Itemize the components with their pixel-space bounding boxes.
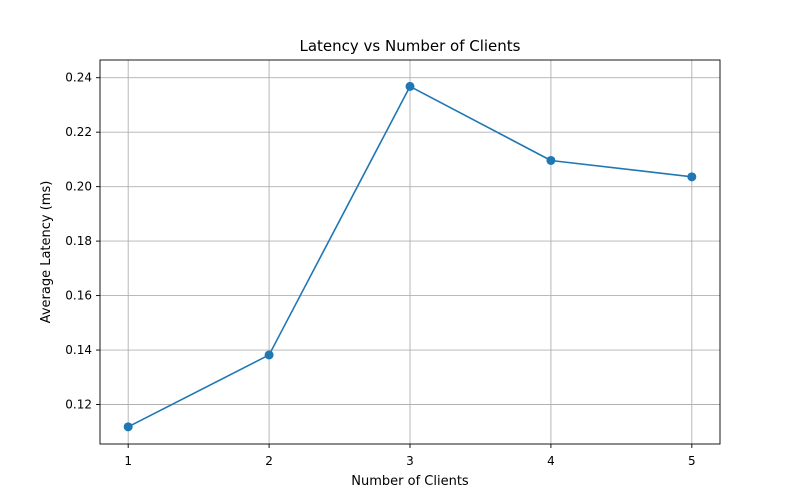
- data-point: [123, 422, 133, 432]
- x-tick-label: 5: [688, 454, 696, 468]
- y-tick-label: 0.14: [65, 343, 92, 357]
- series-layer: [123, 81, 697, 432]
- y-tick-label: 0.24: [65, 71, 92, 85]
- grid: [100, 60, 720, 444]
- x-tick-label: 1: [124, 454, 132, 468]
- x-tick-label: 4: [547, 454, 555, 468]
- x-axis-label: Number of Clients: [351, 474, 469, 489]
- chart-title: Latency vs Number of Clients: [299, 37, 520, 55]
- data-point: [687, 172, 697, 182]
- y-tick-label: 0.18: [65, 234, 92, 248]
- y-tick-label: 0.16: [65, 289, 92, 303]
- y-axis-label: Average Latency (ms): [39, 181, 54, 324]
- data-point: [405, 81, 415, 91]
- y-tick-label: 0.20: [65, 180, 92, 194]
- y-tick-label: 0.22: [65, 125, 92, 139]
- data-point: [264, 350, 274, 360]
- x-tick-label: 2: [265, 454, 273, 468]
- x-tick-label: 3: [406, 454, 414, 468]
- data-point: [546, 155, 556, 165]
- ticks: 1 2 3 4 5 0.12 0.14 0.16 0.18 0.20 0.22 0.24: [65, 71, 695, 468]
- y-tick-label: 0.12: [65, 398, 92, 412]
